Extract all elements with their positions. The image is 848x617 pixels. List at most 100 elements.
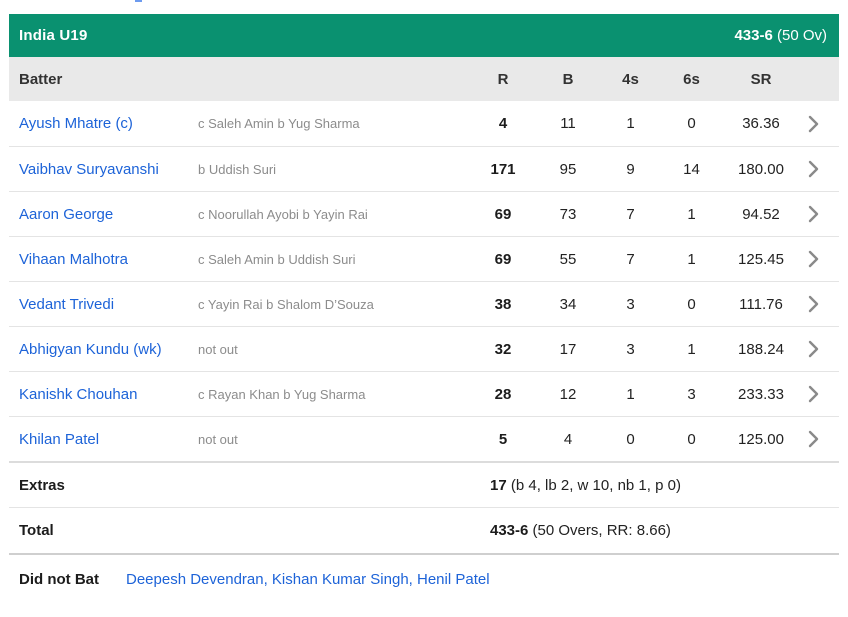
balls-cell: 55 <box>559 250 577 268</box>
balls-cell: 73 <box>559 205 577 223</box>
batter-row[interactable]: Khilan Patel not out 5 4 0 0 125.00 <box>9 416 839 461</box>
balls-cell: 12 <box>559 385 577 403</box>
strike-rate-cell: 111.76 <box>739 295 783 313</box>
innings-score-runs: 433-6 <box>734 27 773 44</box>
dismissal-text: c Saleh Amin b Uddish Suri <box>198 251 356 267</box>
batter-row[interactable]: Vaibhav Suryavanshi b Uddish Suri 171 95… <box>9 146 839 191</box>
runs-cell: 5 <box>498 430 508 448</box>
column-balls: B <box>562 70 574 88</box>
batter-name-cell: Abhigyan Kundu (wk) <box>9 341 190 358</box>
batter-name-cell: Khilan Patel <box>9 431 190 448</box>
batter-name-link[interactable]: Kanishk Chouhan <box>19 385 138 403</box>
batter-name-link[interactable]: Aaron George <box>19 205 114 223</box>
batter-name-link[interactable]: Ayush Mhatre (c) <box>19 115 133 132</box>
batter-name-cell: Kanishk Chouhan <box>9 386 190 403</box>
balls-cell: 11 <box>560 115 576 132</box>
chevron-right-icon[interactable] <box>799 295 827 313</box>
runs-cell: 38 <box>494 295 512 313</box>
fours-cell: 3 <box>626 340 635 358</box>
total-label: Total <box>19 522 54 539</box>
chevron-right-icon[interactable] <box>799 385 827 403</box>
sixes-cell: 14 <box>683 160 700 178</box>
batter-name-cell: Ayush Mhatre (c) <box>9 115 190 132</box>
strike-rate-cell: 233.33 <box>738 385 784 403</box>
batter-name-link[interactable]: Khilan Patel <box>19 430 100 448</box>
extras-value: 17 (b 4, lb 2, w 10, nb 1, p 0) <box>470 477 839 494</box>
batter-name-link[interactable]: Vedant Trivedi <box>19 295 115 313</box>
runs-cell: 32 <box>494 340 512 358</box>
extras-label: Extras <box>19 476 65 494</box>
runs-cell: 171 <box>490 160 516 178</box>
dismissal-text: c Noorullah Ayobi b Yayin Rai <box>198 206 368 222</box>
column-batter: Batter <box>19 70 63 88</box>
chevron-right-icon[interactable] <box>799 205 827 223</box>
batter-row[interactable]: Ayush Mhatre (c) c Saleh Amin b Yug Shar… <box>9 101 839 146</box>
innings-score-overs: (50 Ov) <box>772 27 827 44</box>
fours-cell: 0 <box>626 430 635 448</box>
dismissal-text: not out <box>198 341 238 357</box>
runs-cell: 69 <box>494 205 512 223</box>
column-fours: 4s <box>622 70 639 88</box>
sixes-cell: 1 <box>687 340 696 358</box>
innings-header[interactable]: India U19 433-6 (50 Ov) <box>9 14 839 57</box>
sixes-cell: 0 <box>687 115 696 132</box>
sixes-cell: 1 <box>687 205 696 223</box>
strike-rate-cell: 188.24 <box>738 340 784 358</box>
strike-rate-cell: 125.45 <box>738 250 784 268</box>
batter-row[interactable]: Vedant Trivedi c Yayin Rai b Shalom D’So… <box>9 281 839 326</box>
sixes-cell: 0 <box>687 295 696 313</box>
dismissal-text: c Yayin Rai b Shalom D’Souza <box>198 296 374 312</box>
strike-rate-cell: 94.52 <box>742 205 780 223</box>
sixes-cell: 1 <box>687 250 696 268</box>
balls-cell: 95 <box>559 160 577 178</box>
extras-row: Extras 17 (b 4, lb 2, w 10, nb 1, p 0) <box>9 461 839 507</box>
chevron-right-icon[interactable] <box>799 160 827 178</box>
fours-cell: 3 <box>626 295 635 313</box>
chevron-right-icon[interactable] <box>799 340 827 358</box>
extras-total: 17 <box>490 476 507 494</box>
balls-cell: 17 <box>559 340 577 358</box>
batter-row[interactable]: Kanishk Chouhan c Rayan Khan b Yug Sharm… <box>9 371 839 416</box>
dismissal-text: b Uddish Suri <box>198 161 277 177</box>
sixes-cell: 0 <box>687 430 696 448</box>
column-header-row: Batter R B 4s 6s SR <box>9 57 839 101</box>
batter-name-link[interactable]: Vihaan Malhotra <box>19 250 128 268</box>
cropped-element-fragment <box>135 0 142 2</box>
chevron-right-icon[interactable] <box>799 250 827 268</box>
total-score: 433-6 <box>490 522 529 539</box>
strike-rate-cell: 36.36 <box>742 115 780 132</box>
fours-cell: 9 <box>626 160 635 178</box>
batter-name-cell: Aaron George <box>9 206 190 223</box>
batter-row[interactable]: Vihaan Malhotra c Saleh Amin b Uddish Su… <box>9 236 839 281</box>
fours-cell: 1 <box>626 115 635 132</box>
innings-score: 433-6 (50 Ov) <box>734 27 827 44</box>
extras-breakdown: (b 4, lb 2, w 10, nb 1, p 0) <box>506 476 681 494</box>
total-value: 433-6 (50 Overs, RR: 8.66) <box>470 522 839 539</box>
column-strike-rate: SR <box>750 70 772 88</box>
column-runs: R <box>497 70 509 88</box>
batter-row[interactable]: Aaron George c Noorullah Ayobi b Yayin R… <box>9 191 839 236</box>
batter-name-link[interactable]: Abhigyan Kundu (wk) <box>19 340 162 358</box>
batter-name-cell: Vihaan Malhotra <box>9 251 190 268</box>
total-row: Total 433-6 (50 Overs, RR: 8.66) <box>9 507 839 553</box>
fours-cell: 7 <box>626 205 635 223</box>
batter-name-cell: Vaibhav Suryavanshi <box>9 161 190 178</box>
strike-rate-cell: 180.00 <box>738 160 784 178</box>
balls-cell: 4 <box>563 430 573 448</box>
column-sixes: 6s <box>683 70 700 88</box>
did-not-bat-row: Did not Bat Deepesh Devendran, Kishan Ku… <box>9 553 839 603</box>
fours-cell: 1 <box>626 385 635 403</box>
balls-cell: 34 <box>559 295 577 313</box>
batter-name-link[interactable]: Vaibhav Suryavanshi <box>19 160 159 178</box>
batter-row[interactable]: Abhigyan Kundu (wk) not out 32 17 3 1 18… <box>9 326 839 371</box>
chevron-right-icon[interactable] <box>799 114 827 132</box>
fours-cell: 7 <box>626 250 635 268</box>
dismissal-text: c Saleh Amin b Yug Sharma <box>198 116 360 131</box>
did-not-bat-players[interactable]: Deepesh Devendran, Kishan Kumar Singh, H… <box>126 570 490 588</box>
chevron-right-icon[interactable] <box>799 430 827 448</box>
batting-scorecard: India U19 433-6 (50 Ov) Batter R B 4s 6s… <box>9 14 839 603</box>
team-name: India U19 <box>19 27 88 44</box>
runs-cell: 4 <box>498 115 508 132</box>
runs-cell: 28 <box>494 385 512 403</box>
total-detail: (50 Overs, RR: 8.66) <box>528 522 671 539</box>
